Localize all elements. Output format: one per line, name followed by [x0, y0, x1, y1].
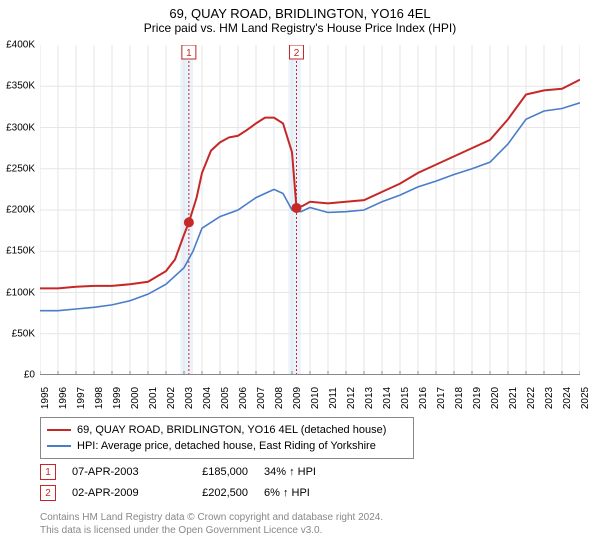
x-axis-label: 2020 — [490, 387, 501, 409]
svg-text:2: 2 — [294, 48, 300, 59]
transaction-price: £185,000 — [178, 466, 248, 478]
x-axis-label: 1999 — [112, 387, 123, 409]
footer-text-2: This data is licensed under the Open Gov… — [40, 524, 590, 537]
legend-row: 69, QUAY ROAD, BRIDLINGTON, YO16 4EL (de… — [47, 422, 407, 438]
x-axis-label: 1996 — [58, 387, 69, 409]
x-axis-label: 2025 — [580, 387, 591, 409]
transaction-row: 1 07-APR-2003 £185,000 34% ↑ HPI — [40, 464, 590, 480]
x-axis-label: 2009 — [292, 387, 303, 409]
y-axis-label: £50K — [0, 328, 35, 339]
x-axis-label: 2001 — [148, 387, 159, 409]
transaction-price: £202,500 — [178, 487, 248, 499]
x-axis-label: 2011 — [328, 387, 339, 409]
x-axis-label: 2002 — [166, 387, 177, 409]
legend: 69, QUAY ROAD, BRIDLINGTON, YO16 4EL (de… — [40, 417, 414, 459]
x-axis-label: 2007 — [256, 387, 267, 409]
x-axis-label: 2012 — [346, 387, 357, 409]
legend-label: HPI: Average price, detached house, East… — [77, 440, 376, 452]
legend-row: HPI: Average price, detached house, East… — [47, 438, 407, 454]
x-axis-label: 2019 — [472, 387, 483, 409]
legend-label: 69, QUAY ROAD, BRIDLINGTON, YO16 4EL (de… — [77, 424, 386, 436]
x-axis-label: 2017 — [436, 387, 447, 409]
x-axis-label: 2021 — [508, 387, 519, 409]
x-axis-label: 1997 — [76, 387, 87, 409]
legend-swatch — [47, 429, 71, 431]
x-axis-label: 2000 — [130, 387, 141, 409]
transactions-block: 1 07-APR-2003 £185,000 34% ↑ HPI 2 02-APR-200… — [0, 464, 600, 501]
y-axis-label: £150K — [0, 246, 35, 257]
y-axis-label: £300K — [0, 122, 35, 133]
chart-container: 69, QUAY ROAD, BRIDLINGTON, YO16 4EL Pri… — [0, 0, 600, 560]
svg-text:1: 1 — [186, 48, 192, 59]
x-axis-label: 2014 — [382, 387, 393, 409]
transaction-marker: 2 — [40, 485, 56, 501]
page-subtitle: Price paid vs. HM Land Registry's House … — [0, 21, 600, 35]
y-axis-label: £400K — [0, 40, 35, 51]
x-axis-label: 2004 — [202, 387, 213, 409]
transaction-hpi: 34% ↑ HPI — [264, 466, 364, 478]
x-axis-label: 2016 — [418, 387, 429, 409]
title-block: 69, QUAY ROAD, BRIDLINGTON, YO16 4EL Pri… — [0, 0, 600, 35]
transaction-marker: 1 — [40, 464, 56, 480]
y-axis-label: £350K — [0, 81, 35, 92]
x-axis-label: 2008 — [274, 387, 285, 409]
x-axis-label: 2024 — [562, 387, 573, 409]
line-chart: 12 — [40, 45, 580, 375]
x-axis-label: 2022 — [526, 387, 537, 409]
y-axis-label: £200K — [0, 205, 35, 216]
page-title: 69, QUAY ROAD, BRIDLINGTON, YO16 4EL — [0, 6, 600, 21]
x-axis-label: 2023 — [544, 387, 555, 409]
transaction-date: 07-APR-2003 — [72, 466, 162, 478]
y-axis-label: £250K — [0, 163, 35, 174]
transaction-hpi: 6% ↑ HPI — [264, 487, 364, 499]
transaction-row: 2 02-APR-2009 £202,500 6% ↑ HPI — [40, 485, 590, 501]
y-axis-label: £100K — [0, 287, 35, 298]
footer-text-1: Contains HM Land Registry data © Crown c… — [40, 511, 590, 524]
x-axis-label: 2005 — [220, 387, 231, 409]
x-axis-label: 2006 — [238, 387, 249, 409]
chart-area: 12 £0£50K£100K£150K£200K£250K£300K£350K£… — [40, 45, 580, 375]
x-axis-label: 2003 — [184, 387, 195, 409]
x-axis-label: 2018 — [454, 387, 465, 409]
x-axis-label: 2015 — [400, 387, 411, 409]
footer: Contains HM Land Registry data © Crown c… — [40, 511, 590, 537]
x-axis-label: 1995 — [40, 387, 51, 409]
legend-swatch — [47, 445, 71, 447]
x-axis-label: 2010 — [310, 387, 321, 409]
transaction-date: 02-APR-2009 — [72, 487, 162, 499]
x-axis-label: 2013 — [364, 387, 375, 409]
x-axis-label: 1998 — [94, 387, 105, 409]
y-axis-label: £0 — [0, 370, 35, 381]
